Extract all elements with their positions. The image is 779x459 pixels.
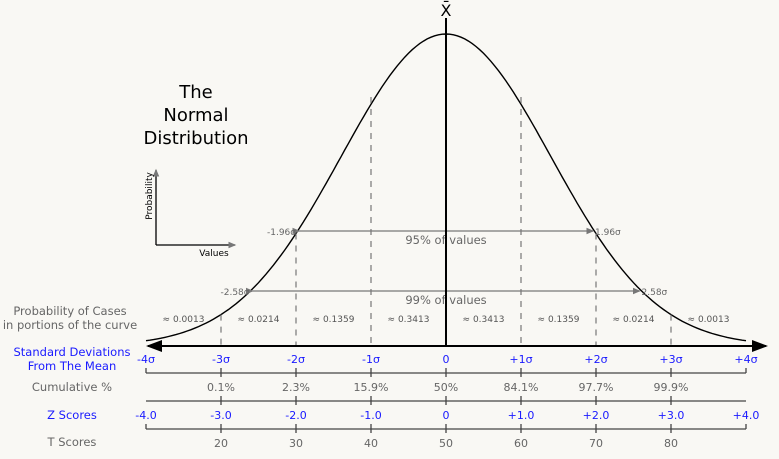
t-label: T Scores xyxy=(47,435,97,449)
z-label: Z Scores xyxy=(47,408,97,422)
probability-value: ≈ 0.3413 xyxy=(463,315,505,325)
probability-value: ≈ 0.3413 xyxy=(388,315,430,325)
probability-value: ≈ 0.0214 xyxy=(238,315,280,325)
title-line: Distribution xyxy=(143,128,248,149)
mini-y-label: Probability xyxy=(145,172,155,220)
cumulative-value: 99.9% xyxy=(654,381,689,394)
z-score-value: +2.0 xyxy=(583,409,610,422)
probability-label: in portions of the curve xyxy=(3,318,137,332)
sd-label: Standard Deviations xyxy=(14,345,131,359)
z-score-value: +4.0 xyxy=(733,409,760,422)
sd-value: -1σ xyxy=(362,353,380,366)
probability-value: ≈ 0.1359 xyxy=(313,315,355,325)
sd-value: -4σ xyxy=(137,353,155,366)
cumulative-value: 0.1% xyxy=(207,381,235,394)
z-score-value: -3.0 xyxy=(210,409,231,422)
z-score-value: -2.0 xyxy=(285,409,306,422)
z-score-value: +3.0 xyxy=(658,409,685,422)
z-score-value: -4.0 xyxy=(135,409,156,422)
sd-value: -2σ xyxy=(287,353,305,366)
sd-label: From The Mean xyxy=(28,359,117,373)
mini-x-label: Values xyxy=(199,249,229,259)
title-line: Normal xyxy=(163,105,228,126)
t-score-value: 20 xyxy=(214,437,228,450)
z-score-value: -1.0 xyxy=(360,409,381,422)
cumulative-value: 15.9% xyxy=(354,381,389,394)
sd-value: +1σ xyxy=(509,353,532,366)
sd-value: 0 xyxy=(443,353,450,366)
t-score-value: 30 xyxy=(289,437,303,450)
interval-left-label: -2.58σ xyxy=(221,288,250,298)
interval-left-label: -1.96σ xyxy=(267,228,296,238)
z-score-value: 0 xyxy=(443,409,450,422)
cumulative-label: Cumulative % xyxy=(32,380,112,394)
sd-value: +3σ xyxy=(659,353,682,366)
probability-value: ≈ 0.0013 xyxy=(163,315,205,325)
mean-symbol: X̄ xyxy=(441,1,452,20)
cumulative-value: 2.3% xyxy=(282,381,310,394)
title-line: The xyxy=(178,82,212,103)
t-score-value: 50 xyxy=(439,437,453,450)
sd-value: -3σ xyxy=(212,353,230,366)
cumulative-value: 97.7% xyxy=(579,381,614,394)
cumulative-value: 84.1% xyxy=(504,381,539,394)
probability-label: Probability of Cases xyxy=(13,304,126,318)
probability-value: ≈ 0.1359 xyxy=(538,315,580,325)
probability-value: ≈ 0.0214 xyxy=(613,315,655,325)
t-score-value: 60 xyxy=(514,437,528,450)
sd-value: +2σ xyxy=(584,353,607,366)
t-score-value: 70 xyxy=(589,437,603,450)
probability-value: ≈ 0.0013 xyxy=(688,315,730,325)
z-score-value: +1.0 xyxy=(508,409,535,422)
interval-right-label: 1.96σ xyxy=(595,228,621,238)
cumulative-value: 50% xyxy=(434,381,458,394)
t-score-value: 80 xyxy=(664,437,678,450)
sd-value: +4σ xyxy=(734,353,757,366)
t-score-value: 40 xyxy=(364,437,378,450)
interval-right-label: 2.58σ xyxy=(642,288,668,298)
